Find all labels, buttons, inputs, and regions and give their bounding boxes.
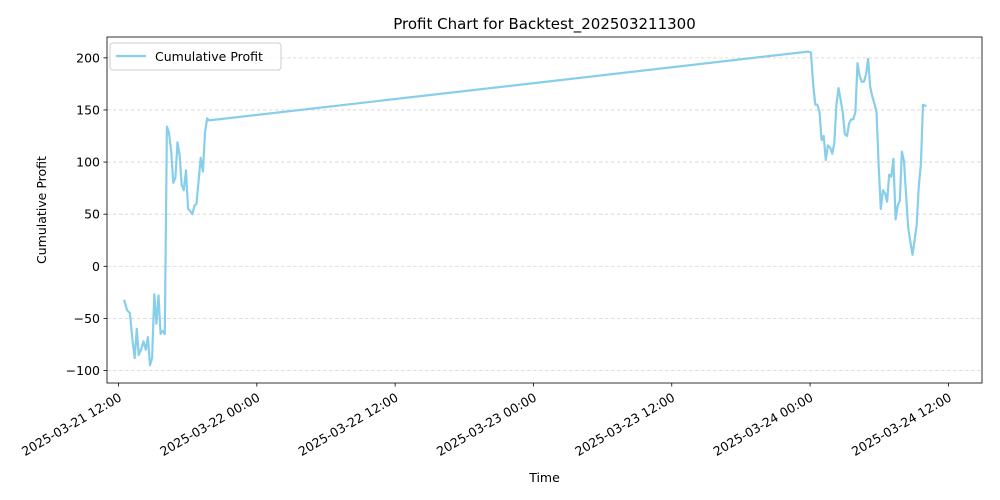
legend-label: Cumulative Profit	[155, 49, 263, 64]
axes	[106, 36, 983, 384]
x-axis-title: Time	[528, 470, 560, 485]
y-tick-label: 50	[84, 207, 100, 222]
gridlines	[107, 57, 982, 371]
series-layer	[122, 50, 927, 367]
y-tick-label: 100	[76, 155, 100, 170]
series-line-cumulative-profit	[122, 50, 927, 367]
y-tick-label: −50	[74, 311, 100, 326]
legend: Cumulative Profit	[109, 42, 282, 71]
legend-frame	[109, 42, 282, 71]
y-tick-label: 0	[92, 259, 100, 274]
y-tick-label: 150	[76, 102, 100, 117]
y-axis-title: Cumulative Profit	[34, 156, 49, 264]
plot-frame	[106, 36, 983, 384]
y-tick-label: −100	[66, 363, 100, 378]
chart-title: Profit Chart for Backtest_202503211300	[393, 15, 696, 34]
y-tick-label: 200	[76, 50, 100, 65]
